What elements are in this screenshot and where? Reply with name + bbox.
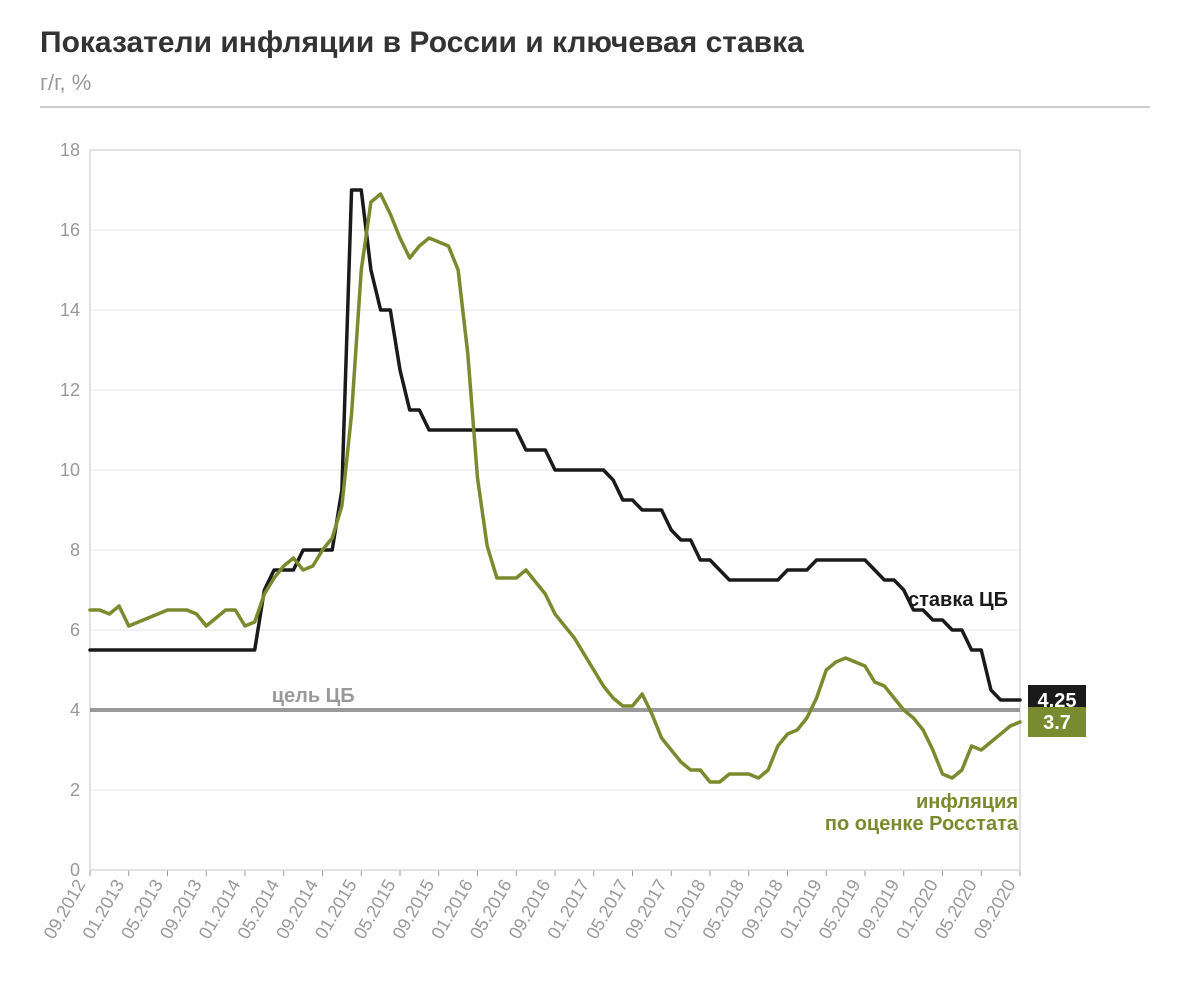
chart-container: Показатели инфляции в России и ключевая …: [0, 0, 1192, 1004]
target-line-label: цель ЦБ: [272, 685, 355, 707]
y-tick-label: 6: [70, 620, 80, 640]
series-label-inflation-2: по оценке Росстата: [825, 813, 1019, 835]
y-tick-label: 16: [60, 220, 80, 240]
y-tick-label: 4: [70, 700, 80, 720]
y-tick-label: 10: [60, 460, 80, 480]
y-tick-label: 12: [60, 380, 80, 400]
series-label-inflation-1: инфляция: [916, 791, 1018, 813]
line-chart: 02468101214161809.201201.201305.201309.2…: [40, 140, 1150, 970]
endpoint-badge-text-1: 3.7: [1043, 712, 1071, 734]
header-rule: [40, 106, 1150, 108]
series-line-1: [90, 194, 1020, 782]
series-line-0: [90, 190, 1020, 700]
chart-subtitle: г/г, %: [40, 70, 91, 96]
y-tick-label: 2: [70, 780, 80, 800]
y-tick-label: 14: [60, 300, 80, 320]
y-tick-label: 18: [60, 140, 80, 160]
y-tick-label: 8: [70, 540, 80, 560]
chart-title: Показатели инфляции в России и ключевая …: [40, 26, 804, 60]
series-label-rate: ставка ЦБ: [908, 589, 1008, 611]
plot-border: [90, 150, 1020, 870]
